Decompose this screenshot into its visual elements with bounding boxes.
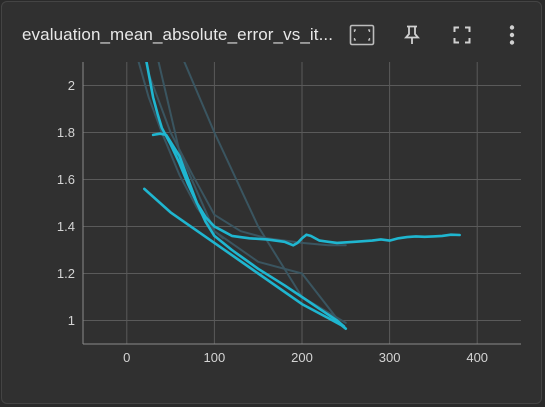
more-menu-button[interactable]	[497, 20, 527, 50]
x-tick-label: 200	[291, 350, 313, 365]
series-line-4[interactable]	[144, 50, 462, 247]
x-tick-label: 400	[466, 350, 488, 365]
axes	[82, 62, 521, 345]
pin-button[interactable]	[397, 20, 427, 50]
y-tick-label: 1.2	[57, 266, 75, 281]
faded-series-line-2[interactable]	[179, 50, 347, 324]
primary-series-layer	[143, 50, 462, 331]
more-vert-icon	[508, 24, 516, 46]
faded-series-line-3[interactable]	[157, 57, 345, 329]
x-tick-label: 300	[379, 350, 401, 365]
pin-icon	[403, 25, 421, 45]
fullscreen-button[interactable]	[447, 20, 477, 50]
fit-domain-icon	[349, 24, 375, 46]
fullscreen-icon	[453, 26, 471, 44]
fit-domain-button[interactable]	[347, 20, 377, 50]
y-tick-label: 1	[68, 313, 75, 328]
series-line-6[interactable]	[143, 187, 348, 331]
grid	[83, 62, 521, 344]
y-tick-label: 1.6	[57, 172, 75, 187]
y-tick-label: 2	[68, 78, 75, 93]
faded-series-layer	[137, 50, 347, 329]
tick-labels: 0 100 200 300 400 1 1.2 1.4 1.6 1.8 2	[57, 78, 488, 365]
y-tick-label: 1.8	[57, 125, 75, 140]
y-tick-label: 1.4	[57, 219, 75, 234]
x-tick-label: 100	[204, 350, 226, 365]
x-tick-label: 0	[123, 350, 130, 365]
series-line-5[interactable]	[151, 132, 346, 328]
